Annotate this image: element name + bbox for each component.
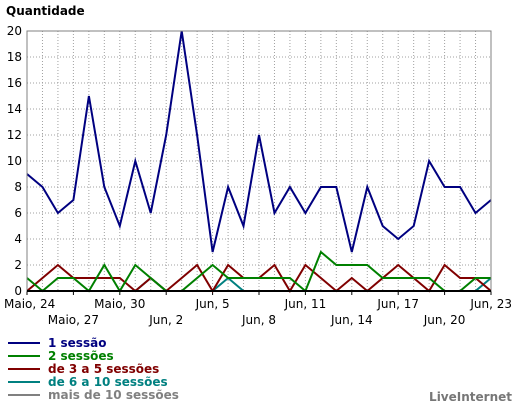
y-tick-label: 4 xyxy=(14,232,22,246)
x-tick-label: Jun, 11 xyxy=(284,297,327,311)
series-line xyxy=(26,30,492,253)
y-tick-label: 10 xyxy=(7,154,22,168)
x-tick-label: Maio, 27 xyxy=(48,313,99,327)
legend-label: 2 sessões xyxy=(48,349,114,363)
x-tick-label: Jun, 20 xyxy=(423,313,466,327)
y-tick-label: 14 xyxy=(7,102,22,116)
legend-label: 1 sessão xyxy=(48,336,106,350)
watermark-liveinternet: LiveInternet xyxy=(429,390,512,404)
x-tick-label: Jun, 23 xyxy=(469,297,512,311)
y-axis-label: Quantidade xyxy=(6,4,85,18)
x-tick-label: Jun, 14 xyxy=(330,313,373,327)
x-tick-label: Jun, 5 xyxy=(195,297,230,311)
y-tick-label: 2 xyxy=(14,258,22,272)
y-tick-label: 18 xyxy=(7,50,22,64)
y-axis-ticks: 0 2 4 6 8 10 12 14 16 18 20 xyxy=(7,24,22,298)
series-line xyxy=(26,250,491,293)
x-tick-label: Maio, 24 xyxy=(4,297,55,311)
legend-label: de 3 a 5 sessões xyxy=(48,362,159,376)
y-tick-label: 12 xyxy=(7,128,22,142)
legend-label: de 6 a 10 sessões xyxy=(48,375,168,389)
x-tick-label: Jun, 8 xyxy=(241,313,276,327)
x-tick-label: Jun, 17 xyxy=(376,297,419,311)
y-tick-label: 20 xyxy=(7,24,22,38)
y-tick-label: 16 xyxy=(7,76,22,90)
legend-label: mais de 10 sessões xyxy=(48,388,179,402)
y-tick-label: 6 xyxy=(14,206,22,220)
y-tick-label: 8 xyxy=(14,180,22,194)
y-tick-label: 0 xyxy=(14,284,22,298)
x-tick-label: Maio, 30 xyxy=(94,297,145,311)
x-tick-label: Jun, 2 xyxy=(148,313,183,327)
grid xyxy=(26,30,492,292)
